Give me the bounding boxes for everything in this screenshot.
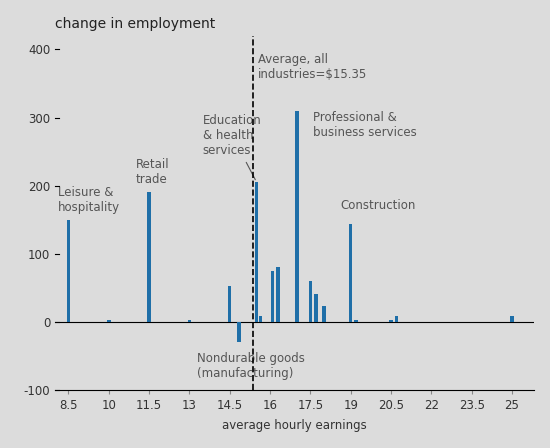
Bar <box>314 294 317 322</box>
Bar <box>510 316 514 322</box>
Bar <box>322 306 326 322</box>
Bar <box>255 182 258 322</box>
Text: Nondurable goods
(manufacturing): Nondurable goods (manufacturing) <box>197 352 305 380</box>
Text: change in employment: change in employment <box>55 17 215 30</box>
Bar <box>188 320 191 322</box>
Bar <box>259 316 262 322</box>
Text: Average, all
industries=$15.35: Average, all industries=$15.35 <box>258 53 367 81</box>
Bar <box>309 281 312 322</box>
Bar <box>107 320 111 322</box>
Text: Construction: Construction <box>340 199 415 212</box>
Bar <box>354 320 358 322</box>
Bar <box>67 220 70 322</box>
Bar <box>389 320 393 322</box>
Text: Retail
trade: Retail trade <box>136 158 169 186</box>
Bar <box>147 192 151 322</box>
Text: Professional &
business services: Professional & business services <box>313 111 417 139</box>
Bar <box>271 271 274 322</box>
Text: Leisure &
hospitality: Leisure & hospitality <box>58 185 120 214</box>
Bar <box>276 267 280 322</box>
X-axis label: average hourly earnings: average hourly earnings <box>222 419 367 432</box>
Bar <box>349 224 353 322</box>
Bar <box>295 111 299 322</box>
Bar <box>228 286 232 322</box>
Bar <box>395 316 398 322</box>
Text: Education
& health
services: Education & health services <box>203 114 262 180</box>
Bar <box>238 322 241 342</box>
